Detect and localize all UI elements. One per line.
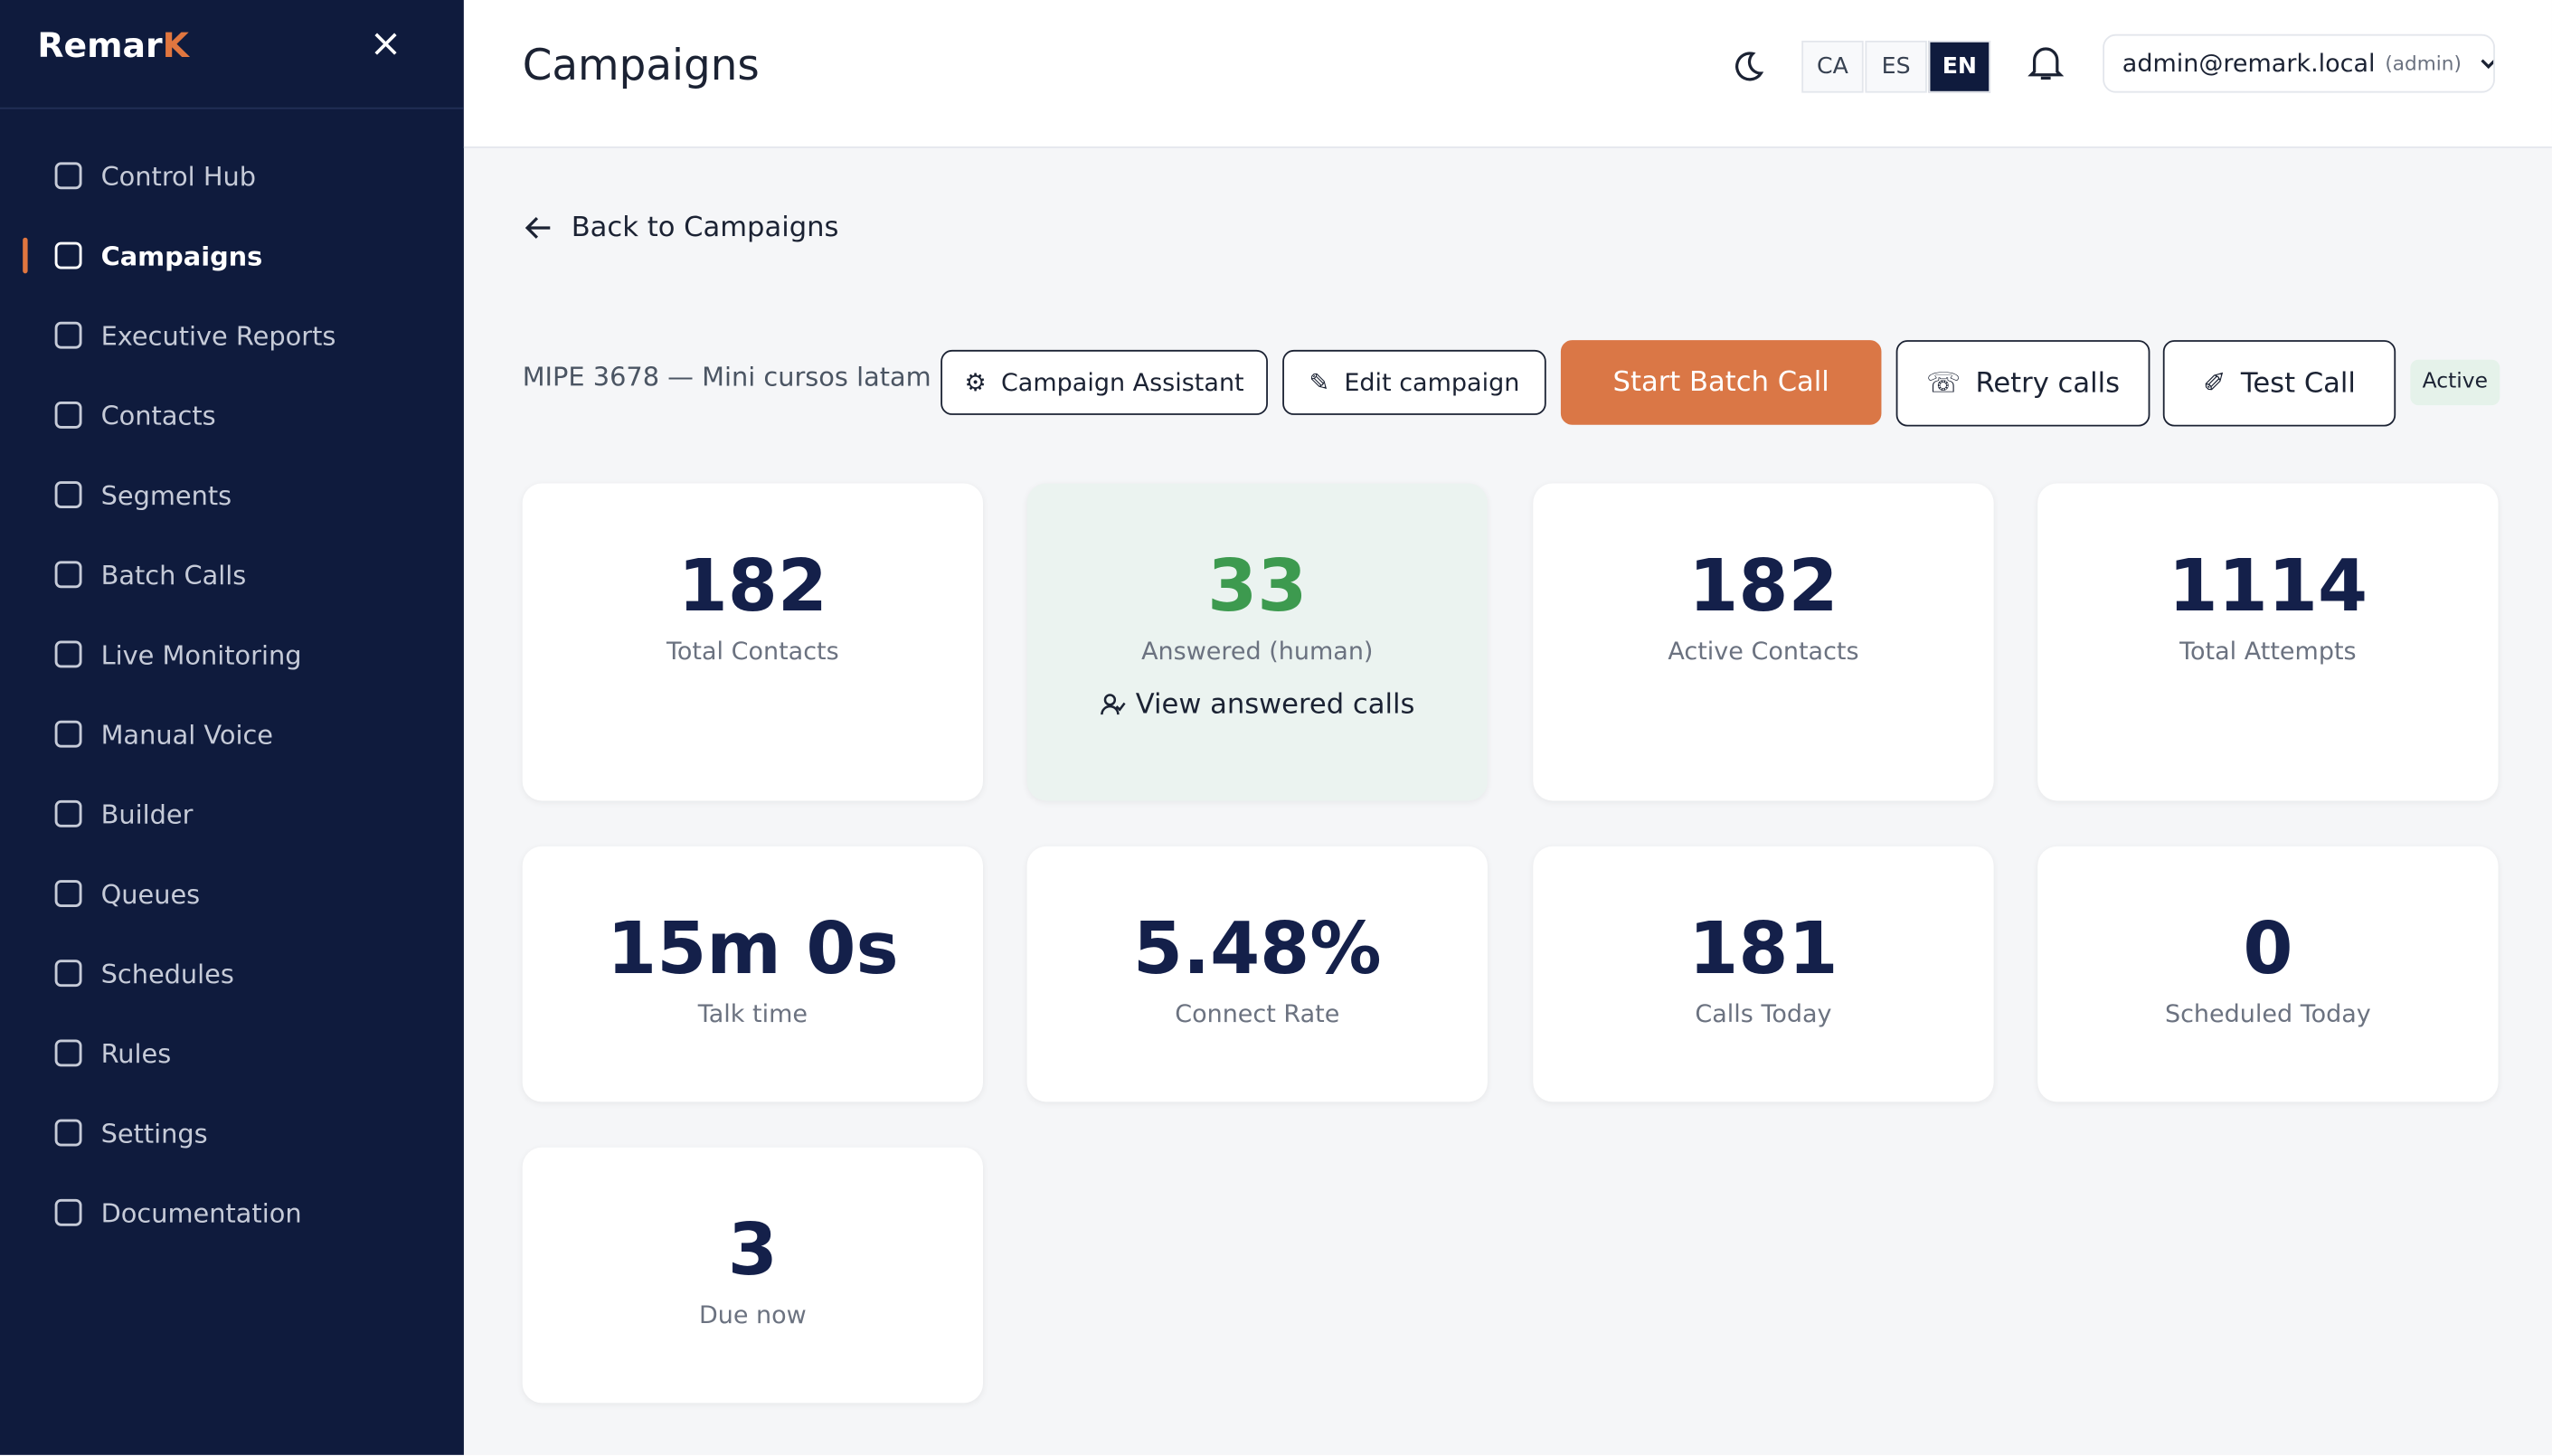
- stat-label: Calls Today: [1695, 999, 1832, 1029]
- action-button[interactable]: ⚙ Campaign Assistant: [940, 349, 1268, 415]
- stat-card: 3 Due now: [522, 1147, 984, 1404]
- nav-label: Schedules: [100, 958, 234, 989]
- nav-item[interactable]: Executive Reports: [52, 316, 336, 355]
- stat-label: Answered (human): [1141, 636, 1374, 667]
- language-option[interactable]: ES: [1865, 40, 1927, 93]
- nav-item[interactable]: Manual Voice: [52, 714, 273, 753]
- button-label: Test Call: [2240, 366, 2356, 400]
- language-switch: CA ES EN: [1801, 40, 1992, 93]
- stat-value: 3: [727, 1209, 778, 1292]
- stat-label: Due now: [698, 1300, 807, 1330]
- nav-item[interactable]: Contacts: [52, 395, 216, 434]
- stat-value: 15m 0s: [607, 908, 899, 992]
- language-option[interactable]: CA: [1801, 40, 1864, 93]
- topbar: Campaigns CA ES EN admin@remark.local (admi…: [463, 0, 2552, 148]
- stat-card: 0 Scheduled Today: [2037, 846, 2499, 1102]
- nav-item[interactable]: Builder: [52, 794, 194, 833]
- nav-item[interactable]: Segments: [52, 476, 232, 515]
- back-text: Back to Campaigns: [571, 211, 839, 244]
- back-link[interactable]: Back to Campaigns: [523, 211, 839, 244]
- notifications[interactable]: [2027, 44, 2065, 83]
- nav-label: Control Hub: [100, 160, 257, 192]
- stat-link[interactable]: View answered calls: [1027, 688, 1488, 721]
- stat-card: 1114 Total Attempts: [2037, 483, 2499, 801]
- nav-label: Settings: [100, 1117, 208, 1149]
- stat-value: 182: [1688, 544, 1838, 629]
- stat-value: 5.48%: [1132, 908, 1382, 992]
- stat-value: 181: [1688, 908, 1838, 992]
- stat-value: 1114: [2168, 544, 2368, 629]
- nav-label: Rules: [100, 1037, 172, 1069]
- stat-card: 182 Active Contacts: [1533, 483, 1994, 801]
- stat-label: Scheduled Today: [2164, 999, 2371, 1029]
- action-button[interactable]: ✎ Edit campaign: [1282, 349, 1546, 415]
- nav-label: Documentation: [100, 1196, 302, 1228]
- user-role: (admin): [2385, 52, 2462, 75]
- nav-label: Queues: [100, 877, 201, 910]
- action-button[interactable]: Start Batch Call: [1560, 340, 1882, 425]
- nav-label: Executive Reports: [100, 319, 336, 351]
- stat-card: 15m 0s Talk time: [522, 846, 984, 1102]
- campaign-name: MIPE 3678 — Mini cursos latam: [522, 361, 931, 392]
- nav-item[interactable]: Documentation: [52, 1193, 302, 1232]
- button-label: Campaign Assistant: [1000, 367, 1244, 398]
- nav-item[interactable]: Settings: [52, 1113, 208, 1152]
- stat-link-text: View answered calls: [1135, 688, 1415, 722]
- stat-card: 5.48% Connect Rate: [1026, 846, 1488, 1102]
- action-button[interactable]: ☏ Retry calls: [1895, 340, 2150, 427]
- language-option[interactable]: EN: [1928, 40, 1991, 93]
- stat-label: Total Contacts: [666, 636, 839, 667]
- nav-label: Batch Calls: [100, 559, 247, 591]
- nav-label: Builder: [100, 798, 194, 829]
- status-badge: Active: [2410, 359, 2500, 406]
- sidebar: RemarK Control Hub Campaigns Executive Rep…: [0, 0, 464, 1455]
- stat-value: 0: [2243, 908, 2293, 992]
- nav-item[interactable]: Queues: [52, 874, 201, 912]
- nav-label: Campaigns: [100, 240, 263, 271]
- nav-label: Segments: [100, 479, 232, 511]
- nav-item[interactable]: Control Hub: [52, 156, 256, 195]
- stat-label: Total Attempts: [2179, 636, 2357, 667]
- nav-item[interactable]: Rules: [52, 1034, 172, 1073]
- close-sidebar[interactable]: [371, 29, 400, 58]
- nav-item[interactable]: Batch Calls: [52, 555, 247, 594]
- button-label: Start Batch Call: [1612, 365, 1829, 399]
- brand: RemarK: [37, 26, 189, 65]
- nav-item[interactable]: Campaigns: [52, 236, 263, 275]
- user-email: admin@remark.local: [2122, 48, 2376, 79]
- active-indicator: [23, 237, 28, 274]
- nav-label: Contacts: [100, 399, 216, 431]
- brand-text: Remar: [37, 25, 163, 65]
- user-menu[interactable]: admin@remark.local (admin): [2103, 33, 2495, 93]
- stat-value: 182: [677, 544, 828, 629]
- stat-card: 33 Answered (human) View answered calls: [1026, 483, 1488, 801]
- stat-card: 182 Total Contacts: [522, 483, 984, 801]
- stat-value: 33: [1207, 544, 1308, 629]
- stat-label: Active Contacts: [1668, 636, 1859, 667]
- nav-item[interactable]: Schedules: [52, 954, 234, 993]
- nav-label: Manual Voice: [100, 718, 274, 750]
- theme-toggle[interactable]: [1728, 49, 1764, 85]
- stat-label: Talk time: [697, 999, 808, 1029]
- stat-card: 181 Calls Today: [1533, 846, 1994, 1102]
- action-button[interactable]: ✐ Test Call: [2162, 340, 2396, 427]
- page-title: Campaigns: [522, 42, 760, 91]
- stat-label: Connect Rate: [1175, 999, 1340, 1029]
- button-label: Retry calls: [1975, 366, 2121, 400]
- nav-item[interactable]: Live Monitoring: [52, 635, 302, 674]
- button-label: Edit campaign: [1344, 367, 1520, 398]
- brand-accent: K: [162, 25, 189, 65]
- nav-label: Live Monitoring: [100, 638, 302, 670]
